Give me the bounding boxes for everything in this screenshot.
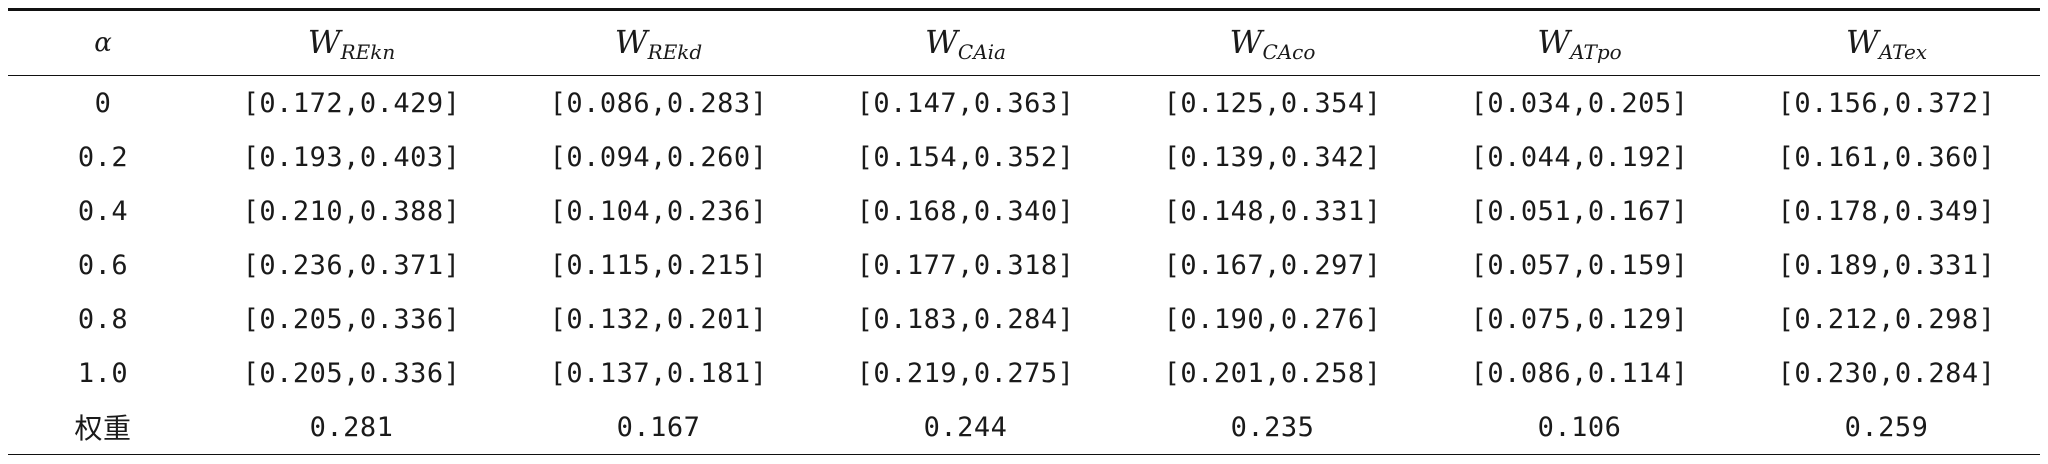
table-row: 1.0 [0.205,0.336] [0.137,0.181] [0.219,0…	[8, 346, 2040, 400]
header-w-symbol: W	[1537, 22, 1571, 61]
weight-value-cell: 0.281	[309, 411, 394, 443]
table-body: 0 [0.172,0.429] [0.086,0.283] [0.147,0.3…	[8, 76, 2040, 455]
interval-cell: [0.086,0.283]	[549, 87, 768, 119]
weight-value-cell: 0.235	[1230, 411, 1315, 443]
interval-cell: [0.148,0.331]	[1163, 195, 1382, 227]
interval-cell: [0.154,0.352]	[856, 141, 1075, 173]
interval-cell: [0.201,0.258]	[1163, 357, 1382, 389]
header-w-rekd: WREkd	[505, 10, 812, 76]
interval-cell: [0.156,0.372]	[1777, 87, 1996, 119]
alpha-symbol: α	[94, 28, 112, 58]
interval-cell: [0.161,0.360]	[1777, 141, 1996, 173]
weight-row: 权重 0.281 0.167 0.244 0.235 0.106 0.259	[8, 400, 2040, 455]
interval-cell: [0.057,0.159]	[1470, 249, 1689, 281]
header-w-subscript: ATpo	[1570, 39, 1622, 64]
header-w-caia: WCAia	[812, 10, 1119, 76]
header-w-symbol: W	[307, 22, 341, 61]
alpha-cell: 0	[94, 87, 112, 119]
header-w-subscript: CAco	[1262, 39, 1316, 64]
interval-cell: [0.212,0.298]	[1777, 303, 1996, 335]
interval-cell: [0.177,0.318]	[856, 249, 1075, 281]
alpha-cell: 0.2	[77, 141, 129, 173]
alpha-cell: 1.0	[77, 357, 129, 389]
interval-cell: [0.051,0.167]	[1470, 195, 1689, 227]
interval-cell: [0.044,0.192]	[1470, 141, 1689, 173]
alpha-cell: 0.4	[77, 195, 129, 227]
interval-cell: [0.178,0.349]	[1777, 195, 1996, 227]
header-w-subscript: ATex	[1878, 39, 1928, 64]
interval-cell: [0.115,0.215]	[549, 249, 768, 281]
interval-cell: [0.230,0.284]	[1777, 357, 1996, 389]
alpha-cell: 0.8	[77, 303, 129, 335]
interval-cell: [0.104,0.236]	[549, 195, 768, 227]
interval-cell: [0.205,0.336]	[242, 357, 461, 389]
header-w-rekn: WREkn	[198, 10, 505, 76]
header-w-subscript: REkd	[647, 39, 703, 64]
header-w-symbol: W	[1845, 22, 1879, 61]
interval-cell: [0.147,0.363]	[856, 87, 1075, 119]
interval-cell: [0.172,0.429]	[242, 87, 461, 119]
weight-value-cell: 0.106	[1537, 411, 1622, 443]
header-w-atpo: WATpo	[1426, 10, 1733, 76]
table-header: α WREkn WREkd WCAia WCAco WATpo WATex	[8, 9, 2040, 76]
header-w-symbol: W	[614, 22, 648, 61]
header-row: α WREkn WREkd WCAia WCAco WATpo WATex	[8, 9, 2040, 76]
weight-label-cell: 权重	[74, 412, 132, 445]
table-row: 0.8 [0.205,0.336] [0.132,0.201] [0.183,0…	[8, 292, 2040, 346]
interval-cell: [0.139,0.342]	[1163, 141, 1382, 173]
interval-cell: [0.219,0.275]	[856, 357, 1075, 389]
interval-cell: [0.236,0.371]	[242, 249, 461, 281]
interval-cell: [0.075,0.129]	[1470, 303, 1689, 335]
header-w-caco: WCAco	[1119, 10, 1426, 76]
header-w-symbol: W	[925, 22, 958, 61]
interval-cell: [0.094,0.260]	[549, 141, 768, 173]
interval-cell: [0.168,0.340]	[856, 195, 1075, 227]
interval-cell: [0.210,0.388]	[242, 195, 461, 227]
interval-cell: [0.190,0.276]	[1163, 303, 1382, 335]
table-row: 0.2 [0.193,0.403] [0.094,0.260] [0.154,0…	[8, 130, 2040, 184]
alpha-cell: 0.6	[77, 249, 129, 281]
table-row: 0.4 [0.210,0.388] [0.104,0.236] [0.168,0…	[8, 184, 2040, 238]
weight-value-cell: 0.244	[923, 411, 1008, 443]
interval-cell: [0.086,0.114]	[1470, 357, 1689, 389]
header-w-symbol: W	[1229, 22, 1263, 61]
interval-cell: [0.137,0.181]	[549, 357, 768, 389]
interval-cell: [0.189,0.331]	[1777, 249, 1996, 281]
weight-interval-table-container: α WREkn WREkd WCAia WCAco WATpo WATex 0 …	[8, 8, 2040, 455]
interval-cell: [0.205,0.336]	[242, 303, 461, 335]
table-row: 0 [0.172,0.429] [0.086,0.283] [0.147,0.3…	[8, 76, 2040, 131]
weight-value-cell: 0.259	[1844, 411, 1929, 443]
interval-cell: [0.125,0.354]	[1163, 87, 1382, 119]
interval-cell: [0.183,0.284]	[856, 303, 1075, 335]
header-w-subscript: CAia	[957, 39, 1006, 64]
interval-cell: [0.034,0.205]	[1470, 87, 1689, 119]
table-row: 0.6 [0.236,0.371] [0.115,0.215] [0.177,0…	[8, 238, 2040, 292]
interval-cell: [0.132,0.201]	[549, 303, 768, 335]
interval-cell: [0.167,0.297]	[1163, 249, 1382, 281]
interval-cell: [0.193,0.403]	[242, 141, 461, 173]
weight-interval-table: α WREkn WREkd WCAia WCAco WATpo WATex 0 …	[8, 8, 2040, 455]
header-w-atex: WATex	[1733, 10, 2040, 76]
header-alpha: α	[8, 10, 198, 76]
weight-value-cell: 0.167	[616, 411, 701, 443]
header-w-subscript: REkn	[340, 39, 396, 64]
